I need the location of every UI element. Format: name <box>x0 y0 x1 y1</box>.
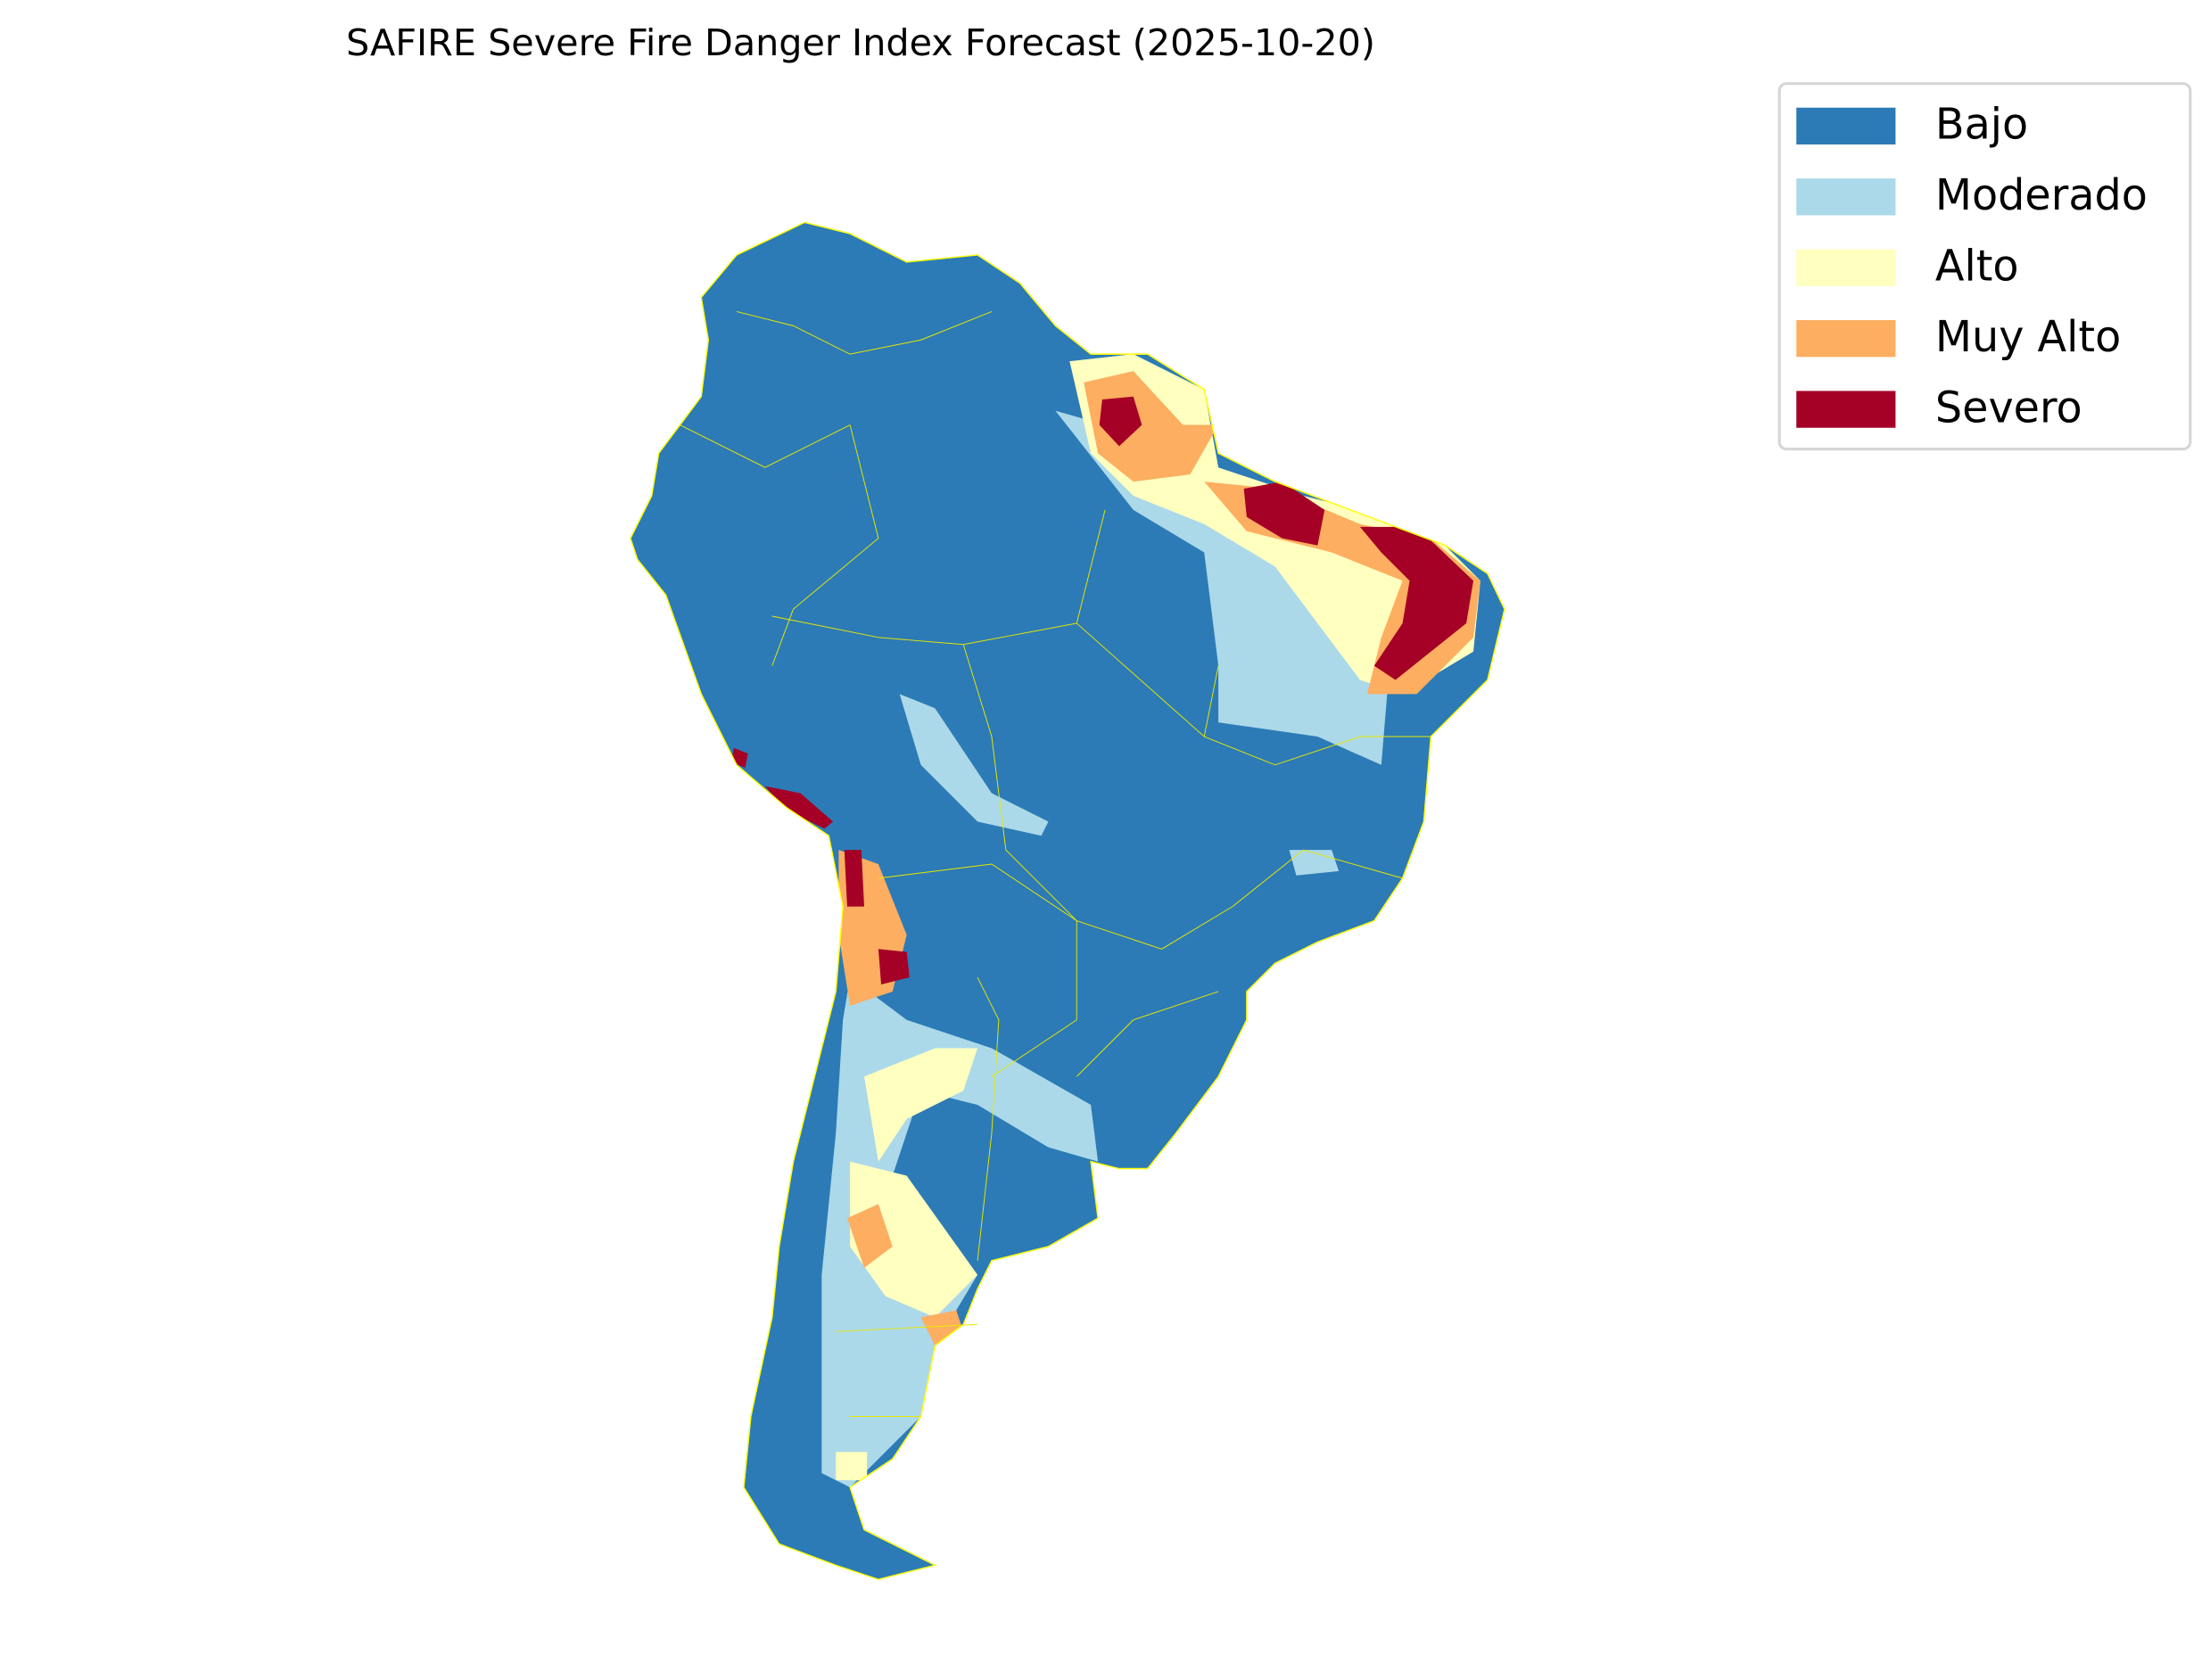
legend-item-moderado: Moderado <box>1796 171 2148 221</box>
region-alto-south <box>836 1452 868 1480</box>
legend-label: Moderado <box>1934 171 2148 221</box>
legend-label: Bajo <box>1934 100 2029 151</box>
legend: Bajo Moderado Alto Muy Alto Severo <box>1777 82 2192 451</box>
admin-boundaries <box>680 311 1431 1417</box>
region-moderado-central <box>1289 850 1340 876</box>
region-severo-atacama <box>844 850 864 907</box>
region-severo-maranhao <box>1243 482 1325 546</box>
legend-label: Muy Alto <box>1934 313 2122 363</box>
legend-item-alto: Alto <box>1796 242 2019 292</box>
region-alto-patagonia <box>850 1161 978 1318</box>
fire-danger-map <box>630 221 1505 1580</box>
region-severo-roraima <box>1099 396 1142 447</box>
region-severo-peru <box>764 786 834 829</box>
region-muy-alto-pampa <box>846 1204 893 1268</box>
region-severo-ceara <box>1359 526 1474 680</box>
legend-label: Alto <box>1934 242 2019 292</box>
region-moderado-bolivia <box>899 694 1049 836</box>
map-title: SAFIRE Severe Fire Danger Index Forecast… <box>345 22 1376 66</box>
legend-swatch-bajo <box>1796 107 1896 145</box>
region-alto-cuyo <box>863 1048 978 1162</box>
legend-item-bajo: Bajo <box>1796 100 2029 151</box>
legend-swatch-alto <box>1796 249 1896 286</box>
legend-item-muy-alto: Muy Alto <box>1796 317 2121 360</box>
legend-swatch-moderado <box>1796 178 1896 216</box>
legend-swatch-severo <box>1796 391 1896 428</box>
legend-item-severo: Severo <box>1796 383 2082 434</box>
legend-label: Severo <box>1934 383 2082 434</box>
legend-swatch-muy-alto <box>1796 320 1896 358</box>
region-severo-puna <box>878 949 910 985</box>
